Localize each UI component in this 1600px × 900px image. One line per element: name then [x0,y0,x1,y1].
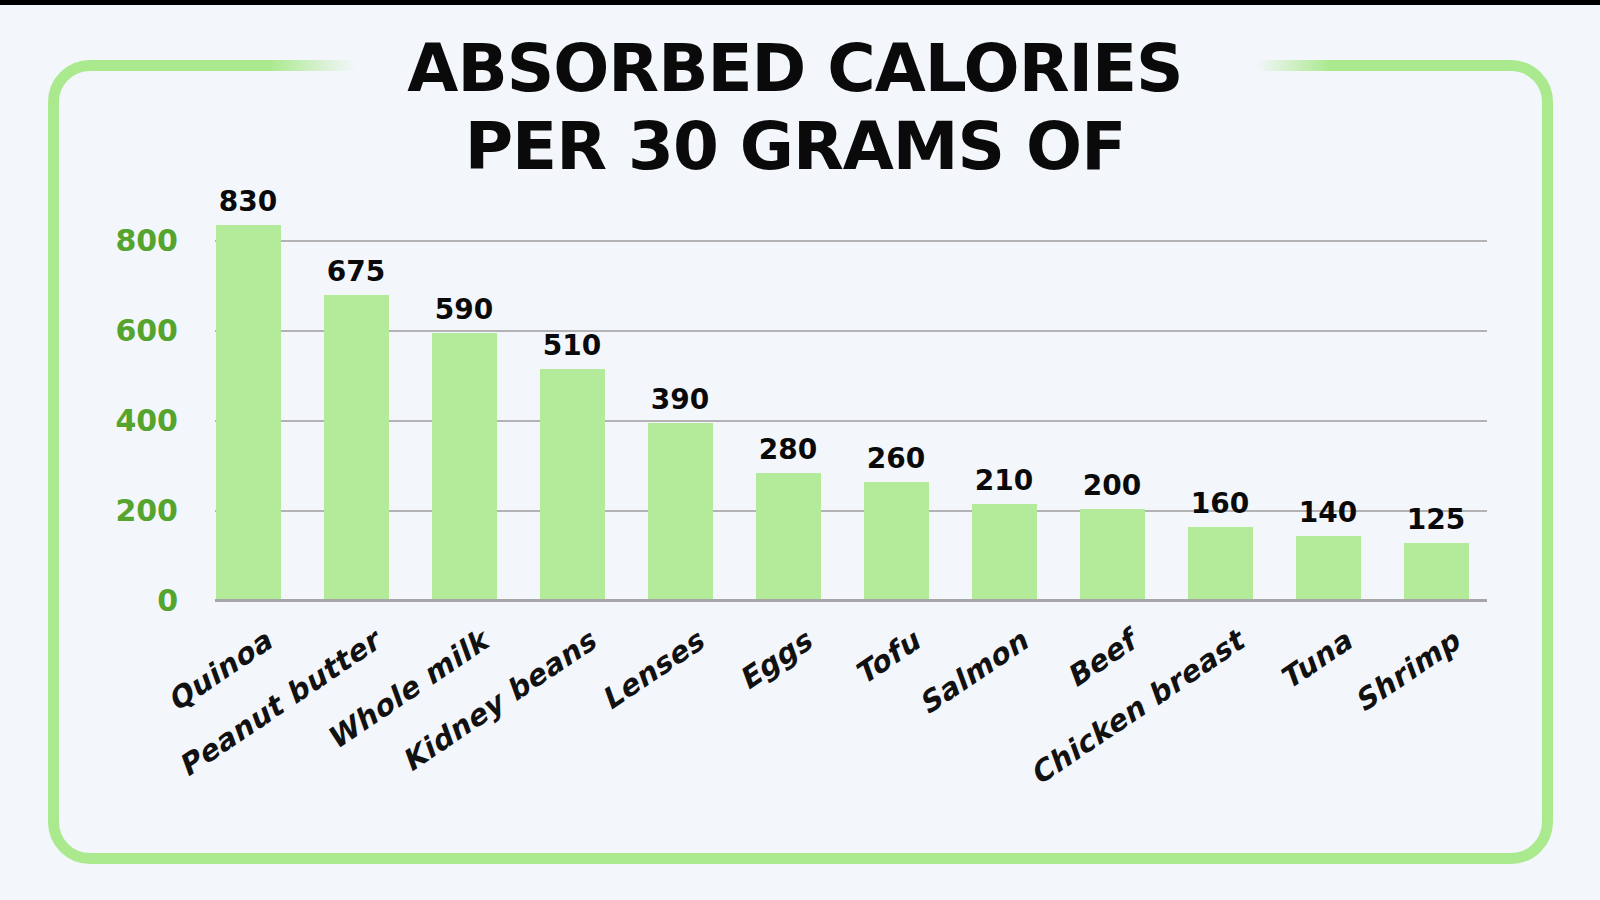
chart-title: ABSORBED CALORIES PER 30 GRAMS OF [0,30,1590,186]
chart-title-line1: ABSORBED CALORIES [0,30,1590,108]
chart-title-line2: PER 30 GRAMS OF [0,108,1590,186]
calories-infographic: ABSORBED CALORIES PER 30 GRAMS OF 020040… [0,0,1600,900]
top-edge-strip [0,0,1600,5]
